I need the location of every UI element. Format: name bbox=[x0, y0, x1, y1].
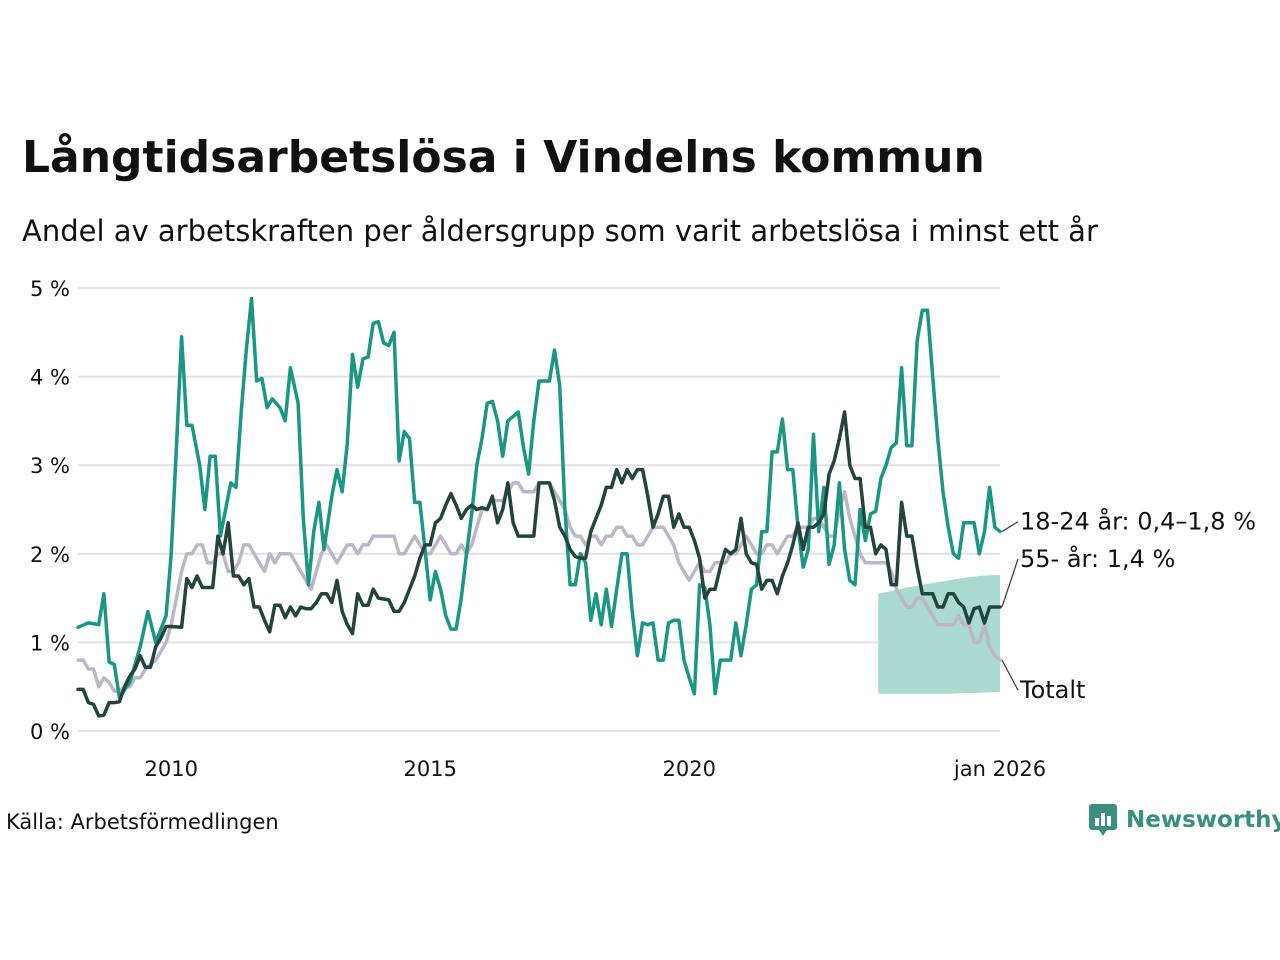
series-line-1 bbox=[76, 410, 1002, 718]
x-axis: 2010 2015 2020 jan 2026 bbox=[145, 757, 1047, 781]
series-label-2: Totalt bbox=[1019, 676, 1085, 704]
label-leader-0 bbox=[1001, 521, 1019, 533]
y-tick-label: 0 % bbox=[30, 720, 70, 744]
y-tick-label: 1 % bbox=[30, 631, 70, 655]
series-label-1: 55- år: 1,4 % bbox=[1020, 544, 1175, 573]
brand-name: Newsworthy bbox=[1126, 807, 1280, 833]
brand-logo[interactable]: Newsworthy bbox=[1088, 803, 1280, 837]
y-tick-label: 4 % bbox=[30, 366, 70, 390]
forecast-band bbox=[878, 575, 1000, 694]
bar-chart-speech-bubble-icon bbox=[1089, 804, 1117, 836]
x-tick-label: jan 2026 bbox=[953, 757, 1046, 781]
source-note: Källa: Arbetsförmedlingen bbox=[6, 810, 279, 834]
chart-subtitle: Andel av arbetskraften per åldersgrupp s… bbox=[22, 214, 1098, 248]
label-leader-1 bbox=[1001, 558, 1019, 608]
series-label-0: 18-24 år: 0,4–1,8 % bbox=[1020, 507, 1256, 536]
series-labels: 18-24 år: 0,4–1,8 % 55- år: 1,4 % Totalt bbox=[1001, 507, 1256, 704]
y-tick-label: 5 % bbox=[30, 277, 70, 301]
y-axis: 0 % 1 % 2 % 3 % 4 % 5 % bbox=[30, 277, 70, 744]
x-tick-label: 2010 bbox=[145, 757, 198, 781]
x-tick-label: 2015 bbox=[403, 757, 456, 781]
chart-title: Långtidsarbetslösa i Vindelns kommun bbox=[22, 132, 985, 183]
forecast-band-group bbox=[878, 575, 1000, 694]
x-tick-label: 2020 bbox=[662, 757, 715, 781]
y-tick-label: 3 % bbox=[30, 454, 70, 478]
series-lines bbox=[76, 296, 1002, 718]
series-line-0 bbox=[76, 296, 1002, 700]
y-tick-label: 2 % bbox=[30, 543, 70, 567]
label-leader-2 bbox=[1001, 659, 1019, 691]
